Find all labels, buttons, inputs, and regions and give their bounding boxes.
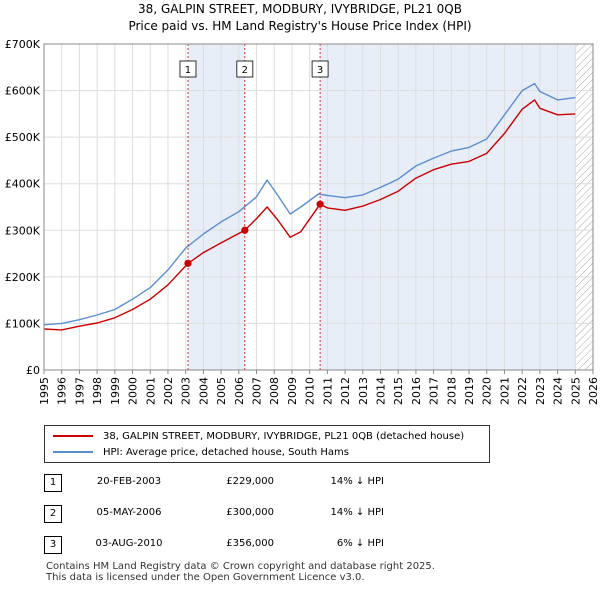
- sale-number-box: [179, 60, 197, 78]
- footer-copyright: Contains HM Land Registry data © Crown c…: [46, 561, 435, 572]
- legend: 38, GALPIN STREET, MODBURY, IVYBRIDGE, P…: [44, 425, 490, 463]
- y-tick-label: £300K: [5, 224, 41, 237]
- x-tick-label: 2016: [410, 377, 423, 405]
- sale-number-box: [236, 60, 254, 78]
- sale-period-band: [187, 44, 245, 370]
- x-tick-label: 2018: [445, 377, 458, 405]
- sale-date: 20-FEB-2003: [96, 476, 162, 487]
- sale-number-badge: 3: [44, 536, 62, 554]
- x-tick-label: 2001: [144, 377, 157, 405]
- sale-price: £229,000: [226, 476, 274, 487]
- legend-swatch-property: [53, 435, 93, 437]
- x-tick-label: 2014: [374, 377, 387, 405]
- sale-hpi-diff: 14% ↓ HPI: [330, 507, 384, 518]
- legend-label-hpi: HPI: Average price, detached house, Sout…: [103, 446, 349, 458]
- x-tick-label: 2015: [392, 377, 405, 405]
- sale-date: 05-MAY-2006: [96, 507, 162, 518]
- sale-point: [241, 226, 249, 234]
- x-tick-label: 1998: [91, 377, 104, 405]
- x-tick-label: 2010: [304, 377, 317, 405]
- x-tick-label: 1996: [56, 377, 69, 405]
- footer-attribution: Contains HM Land Registry data © Crown c…: [46, 561, 435, 583]
- x-tick-label: 2003: [180, 377, 193, 405]
- sale-date: 03-AUG-2010: [95, 538, 163, 549]
- x-tick-label: 2012: [339, 377, 352, 405]
- chart-title-address: 38, GALPIN STREET, MODBURY, IVYBRIDGE, P…: [138, 2, 462, 16]
- x-tick-label: 1997: [73, 377, 86, 405]
- x-tick-label: 2020: [481, 377, 494, 405]
- y-tick-label: £600K: [5, 85, 41, 98]
- y-tick-label: £400K: [5, 178, 41, 191]
- sale-number-box: [311, 60, 329, 78]
- sale-number-label: 3: [317, 65, 323, 76]
- x-tick-label: 2004: [197, 377, 210, 405]
- legend-label-property: 38, GALPIN STREET, MODBURY, IVYBRIDGE, P…: [103, 430, 465, 442]
- sale-number-badge: 1: [44, 474, 62, 492]
- x-tick-label: 2008: [268, 377, 281, 405]
- chart-subtitle: Price paid vs. HM Land Registry's House …: [128, 19, 472, 33]
- sale-hpi-diff: 6% ↓ HPI: [336, 538, 384, 549]
- x-tick-label: 2013: [357, 377, 370, 405]
- y-tick-label: £700K: [5, 38, 41, 51]
- x-tick-label: 2019: [463, 377, 476, 405]
- x-tick-label: 2009: [286, 377, 299, 405]
- x-tick-label: 2017: [428, 377, 441, 405]
- x-tick-label: 2025: [569, 377, 582, 405]
- price-chart: 1 2 3 £0 £100K £200K £300K £400K £500K £600K £700…: [5, 38, 600, 405]
- hpi-line: [43, 82, 576, 326]
- x-tick-label: 2002: [162, 377, 175, 405]
- plot-frame: [43, 43, 594, 371]
- forecast-hatch-region: [575, 44, 593, 370]
- x-tick-label: 2005: [215, 377, 228, 405]
- legend-swatch-hpi: [53, 451, 93, 453]
- y-tick-label: £500K: [5, 131, 41, 144]
- x-tick-label: 2006: [233, 377, 246, 405]
- y-tick-label: £0: [26, 364, 40, 377]
- x-tick-label: 2021: [498, 377, 511, 405]
- x-tick-label: 2024: [552, 377, 565, 405]
- x-tick-label: 1995: [38, 377, 51, 405]
- legend-item-property: 38, GALPIN STREET, MODBURY, IVYBRIDGE, P…: [53, 429, 464, 443]
- x-tick-label: 2026: [587, 377, 600, 405]
- sale-hpi-diff: 14% ↓ HPI: [330, 476, 384, 487]
- x-tick-label: 1999: [109, 377, 122, 405]
- sale-price: £356,000: [226, 538, 274, 549]
- sale-number-label: 2: [242, 65, 248, 76]
- property-price-line: [43, 99, 576, 331]
- legend-item-hpi: HPI: Average price, detached house, Sout…: [53, 445, 349, 459]
- x-tick-label: 2007: [251, 377, 264, 405]
- sale-number-badge: 2: [44, 505, 62, 523]
- x-tick-label: 2011: [321, 377, 334, 405]
- y-tick-label: £100K: [5, 317, 41, 330]
- x-tick-label: 2022: [516, 377, 529, 405]
- sale-price: £300,000: [226, 507, 274, 518]
- y-tick-label: £200K: [5, 271, 41, 284]
- sale-point: [184, 259, 192, 267]
- sale-number-label: 1: [185, 65, 191, 76]
- x-tick-label: 2023: [534, 377, 547, 405]
- x-tick-label: 2000: [127, 377, 140, 405]
- footer-licence: This data is licensed under the Open Gov…: [46, 572, 365, 583]
